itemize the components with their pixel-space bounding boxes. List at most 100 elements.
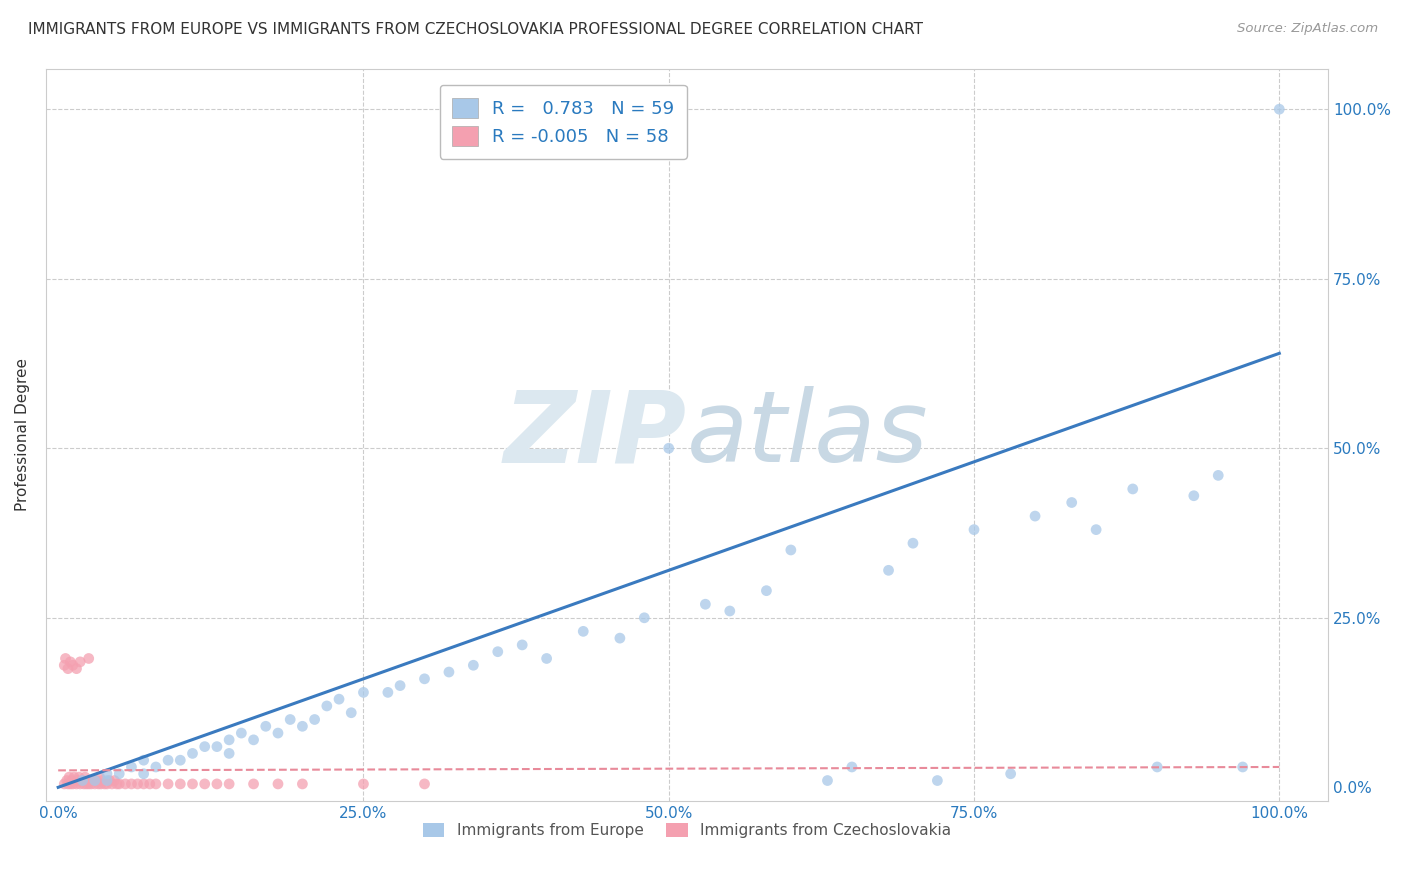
Point: [108, 766, 131, 780]
Point: [69, 655, 91, 669]
Point: [194, 739, 217, 754]
Point: [132, 753, 155, 767]
Point: [59, 655, 82, 669]
Point: [218, 732, 240, 747]
Point: [98, 773, 121, 788]
Point: [278, 713, 301, 727]
Point: [169, 777, 191, 791]
Point: [62, 658, 84, 673]
Point: [609, 631, 631, 645]
Point: [1000, 766, 1022, 780]
Point: [73, 770, 96, 784]
Text: ZIP: ZIP: [505, 386, 688, 483]
Point: [89, 770, 111, 784]
Point: [127, 777, 149, 791]
Point: [65, 777, 87, 791]
Point: [755, 583, 778, 598]
Point: [1182, 489, 1205, 503]
Point: [242, 777, 264, 791]
Point: [63, 770, 86, 784]
Point: [96, 773, 118, 788]
Point: [877, 563, 900, 577]
Point: [1085, 523, 1108, 537]
Text: IMMIGRANTS FROM EUROPE VS IMMIGRANTS FROM CZECHOSLOVAKIA PROFESSIONAL DEGREE COR: IMMIGRANTS FROM EUROPE VS IMMIGRANTS FRO…: [28, 22, 924, 37]
Point: [205, 777, 228, 791]
Point: [413, 777, 436, 791]
Point: [58, 770, 80, 784]
Point: [73, 777, 96, 791]
Y-axis label: Professional Degree: Professional Degree: [15, 359, 30, 511]
Point: [120, 777, 142, 791]
Point: [105, 777, 128, 791]
Point: [87, 777, 110, 791]
Point: [254, 719, 277, 733]
Text: atlas: atlas: [688, 386, 929, 483]
Point: [132, 766, 155, 780]
Point: [353, 777, 375, 791]
Point: [1122, 482, 1144, 496]
Point: [55, 651, 77, 665]
Point: [66, 773, 89, 788]
Point: [205, 739, 228, 754]
Point: [218, 747, 240, 761]
Point: [658, 442, 681, 456]
Point: [901, 536, 924, 550]
Point: [69, 777, 91, 791]
Point: [817, 773, 839, 788]
Point: [181, 777, 204, 791]
Point: [91, 773, 114, 788]
Point: [315, 698, 337, 713]
Point: [963, 523, 986, 537]
Point: [72, 773, 94, 788]
Point: [132, 777, 155, 791]
Point: [340, 706, 363, 720]
Point: [291, 719, 314, 733]
Point: [83, 777, 105, 791]
Point: [413, 672, 436, 686]
Point: [536, 651, 558, 665]
Point: [139, 777, 162, 791]
Point: [169, 753, 191, 767]
Point: [157, 753, 180, 767]
Point: [267, 777, 290, 791]
Point: [218, 777, 240, 791]
Point: [114, 777, 136, 791]
Point: [101, 777, 124, 791]
Point: [90, 777, 112, 791]
Point: [65, 662, 87, 676]
Point: [62, 777, 84, 791]
Point: [841, 760, 863, 774]
Point: [718, 604, 741, 618]
Point: [328, 692, 350, 706]
Legend: Immigrants from Europe, Immigrants from Czechoslovakia: Immigrants from Europe, Immigrants from …: [416, 817, 957, 845]
Point: [1232, 760, 1254, 774]
Point: [486, 645, 509, 659]
Point: [108, 777, 131, 791]
Point: [84, 773, 107, 788]
Point: [304, 713, 326, 727]
Point: [80, 777, 103, 791]
Point: [103, 773, 125, 788]
Point: [633, 611, 655, 625]
Point: [72, 773, 94, 788]
Point: [181, 747, 204, 761]
Point: [145, 777, 167, 791]
Point: [231, 726, 253, 740]
Point: [572, 624, 595, 639]
Point: [927, 773, 949, 788]
Point: [695, 597, 717, 611]
Point: [510, 638, 533, 652]
Point: [242, 732, 264, 747]
Point: [779, 543, 801, 558]
Point: [59, 777, 82, 791]
Point: [93, 777, 115, 791]
Point: [291, 777, 314, 791]
Text: Source: ZipAtlas.com: Source: ZipAtlas.com: [1237, 22, 1378, 36]
Point: [67, 770, 90, 784]
Point: [77, 777, 100, 791]
Point: [157, 777, 180, 791]
Point: [77, 651, 100, 665]
Point: [96, 766, 118, 780]
Point: [1206, 468, 1229, 483]
Point: [1268, 102, 1291, 116]
